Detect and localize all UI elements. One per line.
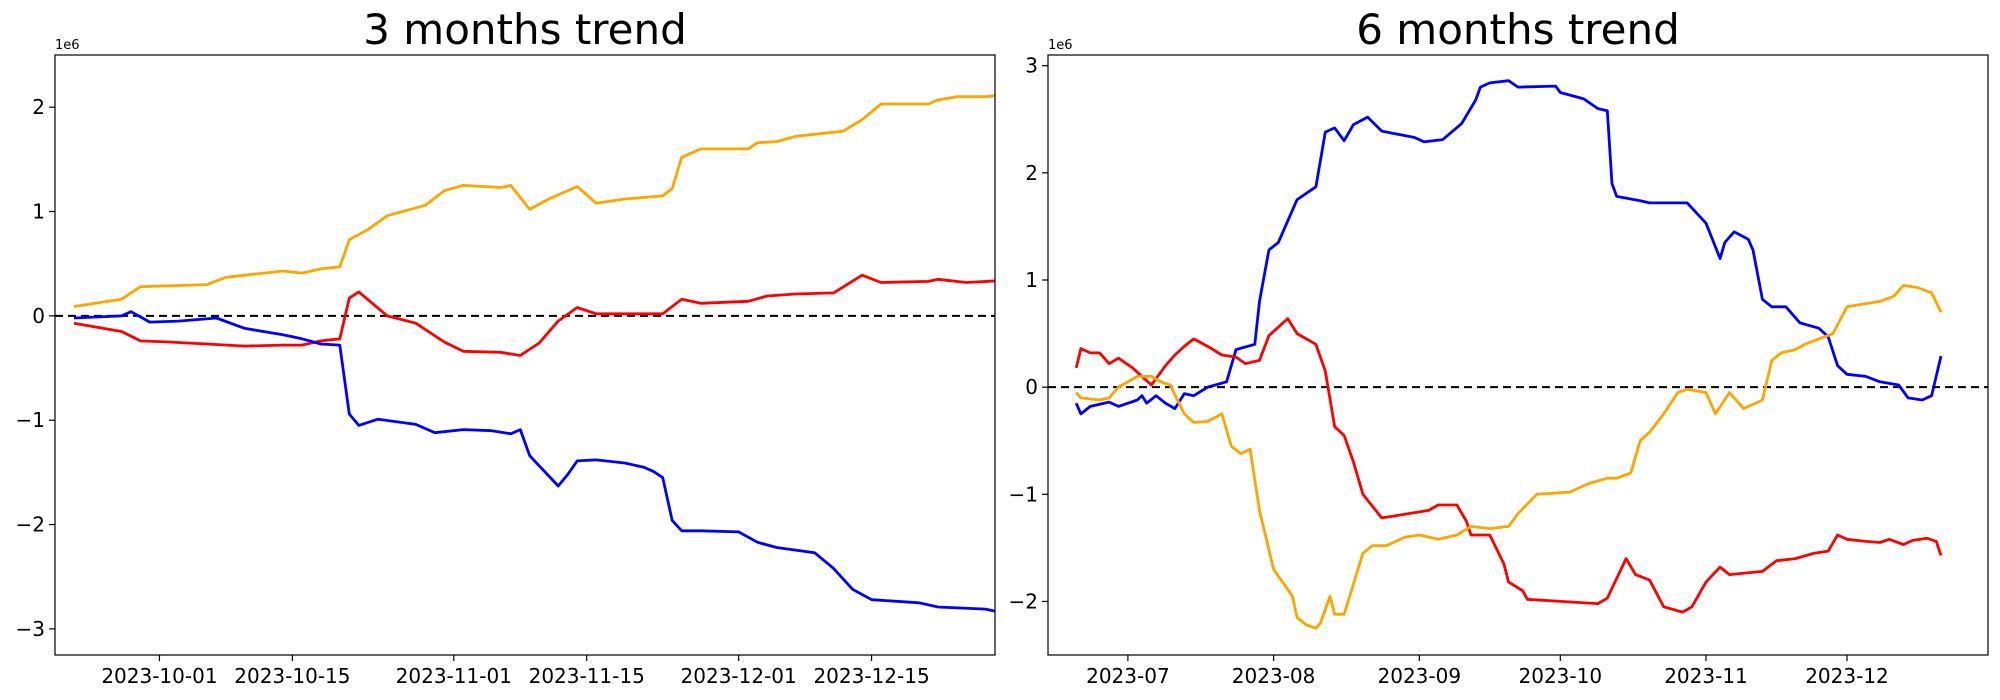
y-tick-label: 2 [32, 95, 45, 119]
series-group [73, 94, 995, 613]
x-tick-label: 2023-11-15 [529, 664, 645, 688]
plot-frame [54, 54, 996, 656]
x-tick-label: 2023-12-15 [813, 664, 929, 688]
series-line-3 [73, 310, 995, 613]
x-tick-label: 2023-10-15 [234, 664, 350, 688]
x-tick-label: 2023-08 [1232, 664, 1316, 688]
x-tick-label: 2023-10 [1519, 664, 1603, 688]
y-axis-multiplier-label: 1e6 [55, 38, 80, 53]
x-tick-label: 2023-07 [1086, 664, 1170, 688]
series-group [1074, 79, 1943, 630]
y-tick-label: 0 [32, 304, 45, 328]
y-tick-label: 1 [1025, 268, 1038, 292]
y-axis-multiplier-label: 1e6 [1048, 38, 1073, 53]
y-tick-label: −1 [16, 408, 45, 432]
y-tick-label: 3 [1025, 54, 1038, 78]
chart-title: 3 months trend [363, 5, 687, 54]
series-line-2 [73, 273, 995, 357]
y-tick-label: −2 [1009, 589, 1038, 613]
y-tick-label: −3 [16, 617, 45, 641]
y-tick-label: 1 [32, 200, 45, 224]
y-tick-label: −1 [1009, 482, 1038, 506]
y-tick-label: 2 [1025, 161, 1038, 185]
x-tick-label: 2023-09 [1378, 664, 1462, 688]
series-line-2 [1074, 317, 1943, 614]
chart-title: 6 months trend [1356, 5, 1680, 54]
x-tick-label: 2023-11-01 [396, 664, 512, 688]
y-tick-label: −2 [16, 513, 45, 537]
series-line-1 [1074, 79, 1943, 416]
x-tick-label: 2023-12-01 [681, 664, 797, 688]
y-tick-label: 0 [1025, 375, 1038, 399]
x-tick-label: 2023-11 [1664, 664, 1748, 688]
plot-frame [1047, 54, 1989, 656]
chart-3-months-trend: 3 months trend 1e6 −3 −2 −1 0 1 2 2023-10-01 2023… [16, 5, 996, 688]
series-line-1 [73, 94, 995, 308]
series-line-3 [1075, 283, 1943, 630]
x-tick-label: 2023-12 [1805, 664, 1889, 688]
x-tick-label: 2023-10-01 [101, 664, 217, 688]
chart-6-months-trend: 6 months trend 1e6 −2 −1 0 1 2 3 2023-07 2023-08 2… [1009, 5, 1989, 688]
